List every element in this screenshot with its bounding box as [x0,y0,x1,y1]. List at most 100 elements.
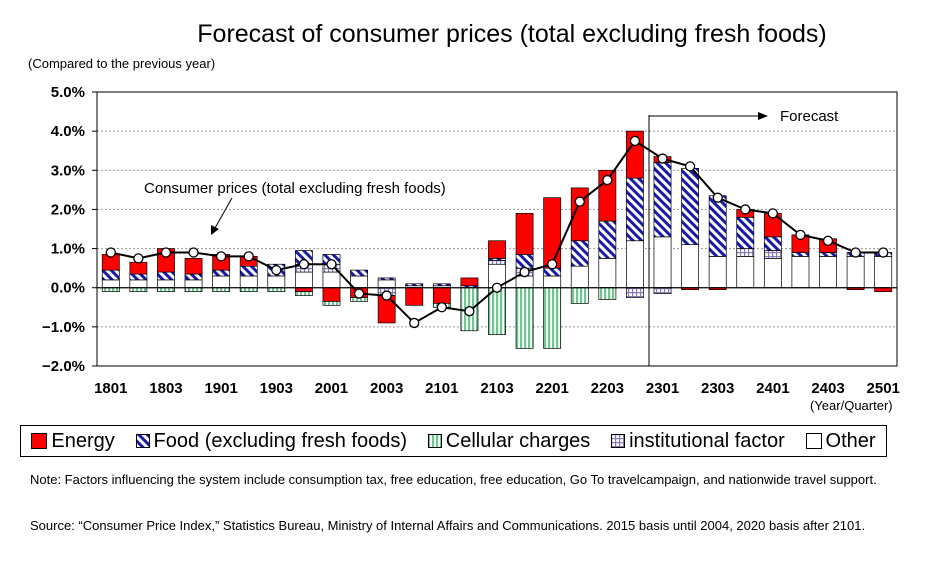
cpi-point [629,135,641,147]
bar-food [184,273,203,281]
bar-food [653,162,672,238]
bar-other [626,240,644,289]
x-tick-label: 2201 [535,380,568,397]
y-tick-label: 3.0% [51,162,85,179]
bar-institutional [626,287,644,298]
cpi-point [795,229,806,241]
stacked-bar-chart: 5.0% 4.0% 3.0% 2.0% 1.0% 0.0% −1.0% −2.0% 1801 18… [42,84,900,413]
food-swatch-icon [135,434,150,448]
x-tick-label: 1803 [149,380,182,397]
bar-food [377,277,396,281]
institutional-swatch-icon [611,434,626,448]
bar-other [846,256,865,289]
legend-item-other: Other [805,430,876,453]
cpi-point [519,266,530,278]
cpi-point [160,247,172,258]
x-tick-label: 2003 [370,380,403,397]
bar-energy [405,287,424,306]
x-tick-label: 2303 [701,380,734,397]
cpi-point [822,235,834,246]
y-tick-label: 1.0% [51,241,85,258]
cpi-point [491,282,503,293]
bar-institutional [736,248,755,257]
x-tick-label: 2403 [811,380,844,397]
bar-food [405,283,424,287]
cpi-point [215,251,227,262]
y-tick-label: 2.0% [51,201,85,218]
bar-food [515,254,534,269]
cpi-point [740,204,751,215]
legend-item-energy: Energy [31,429,115,453]
x-tick-label: 2001 [315,380,348,397]
bar-food [736,216,755,249]
bar-institutional [763,250,782,259]
bar-other [101,279,120,289]
legend-item-cellular: Cellular charges [427,430,590,453]
bar-cellular [515,287,534,349]
bar-cellular [543,287,562,349]
bar-other [267,275,286,289]
bar-other [129,279,148,289]
bar-other [157,279,175,289]
cpi-point [436,302,447,313]
cpi-point [133,253,144,264]
cpi-point [602,174,613,186]
y-unit-label: (Compared to the previous year) [28,56,216,71]
bar-food [708,195,727,257]
x-tick-label: 1901 [204,380,237,397]
bar-food [157,271,175,281]
cpi-point [712,192,723,203]
bars [101,130,893,349]
legend-item-institutional: institutional factor [611,430,785,453]
bar-cellular [488,287,506,336]
cpi-point [188,247,199,258]
x-tick-label: 2401 [756,380,789,397]
cpi-point [243,251,254,262]
labels: 5.0% 4.0% 3.0% 2.0% 1.0% 0.0% −1.0% −2.0% 1801 18… [42,84,900,397]
cpi-point [767,208,779,219]
cpi-point [409,317,420,329]
bar-food [212,269,231,277]
x-tick-label: 2301 [646,380,679,397]
bar-food [681,167,700,246]
bar-other [874,256,893,289]
bar-cellular [598,287,617,300]
bar-food [432,283,451,287]
cpi-point [657,153,668,164]
legend: Energy Food (excluding fresh foods) Cell… [20,425,887,457]
bar-other [681,244,700,289]
x-tick-label: 2101 [425,380,458,397]
forecast-arrowhead [758,112,768,120]
bar-food [350,269,368,277]
bar-cellular [570,287,589,304]
bar-other [570,265,589,289]
bar-food [239,265,258,277]
bar-other [294,271,313,289]
plot-frame [96,91,898,367]
y-tick-label: 4.0% [51,123,85,140]
chart-title: Forecast of consumer prices (total exclu… [197,20,827,48]
x-tick-label: 2501 [867,380,900,397]
bar-other [239,275,258,289]
bar-other [598,258,617,289]
bar-food [763,236,782,251]
cpi-annotation-arrow [214,197,233,229]
bar-other [708,256,727,289]
other-swatch-icon [805,433,822,449]
forecast-label: Forecast [780,108,839,125]
bar-energy [432,287,451,304]
legend-label: Energy [51,429,115,452]
cpi-point [850,247,861,258]
x-tick-label: 1903 [260,380,293,397]
cpi-point [464,306,475,317]
bar-energy [460,277,479,287]
cpi-annotation: Consumer prices (total excluding fresh f… [144,180,446,197]
bar-other [515,275,534,289]
cpi-point [105,247,116,258]
chart-source: Source: “Consumer Price Index,” Statisti… [30,518,866,533]
cpi-point [547,259,558,270]
bar-other [184,279,203,289]
bar-cellular [322,301,341,306]
cpi-annotation-arrowhead [211,225,219,235]
bar-energy [322,287,341,302]
